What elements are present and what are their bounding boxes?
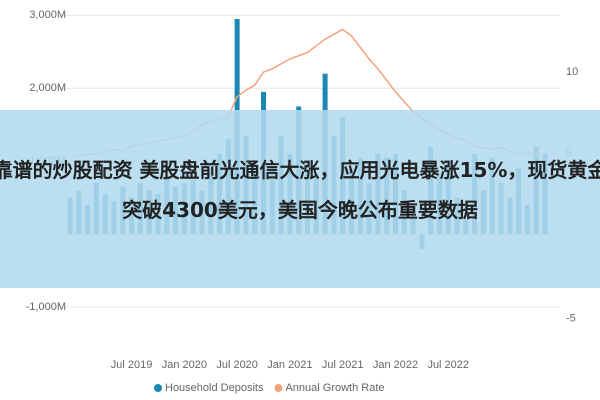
y-tick-label: 2,000M [29, 82, 66, 94]
x-tick-label: Jan 2021 [267, 359, 312, 371]
x-tick-label: Jan 2020 [162, 359, 207, 371]
y-tick-label: -1,000M [26, 301, 66, 313]
y-tick-label: 3,000M [29, 9, 66, 21]
x-tick-label: Jan 2022 [373, 359, 418, 371]
y2-tick-label: -5 [566, 313, 576, 325]
legend-marker [154, 384, 162, 392]
legend-label: Annual Growth Rate [285, 382, 384, 394]
y2-tick-label: 10 [566, 66, 578, 78]
x-tick-label: Jul 2021 [322, 359, 364, 371]
x-tick-label: Jul 2019 [111, 359, 153, 371]
headline: 靠谱的炒股配资 美股盘前光通信大涨，应用光电暴涨15%，现货黄金突破4300美元… [0, 158, 600, 222]
legend-label: Household Deposits [165, 382, 264, 394]
x-tick-label: Jul 2020 [216, 359, 258, 371]
legend-marker [274, 384, 283, 392]
x-tick-label: Jul 2022 [427, 359, 469, 371]
banner [0, 110, 600, 288]
